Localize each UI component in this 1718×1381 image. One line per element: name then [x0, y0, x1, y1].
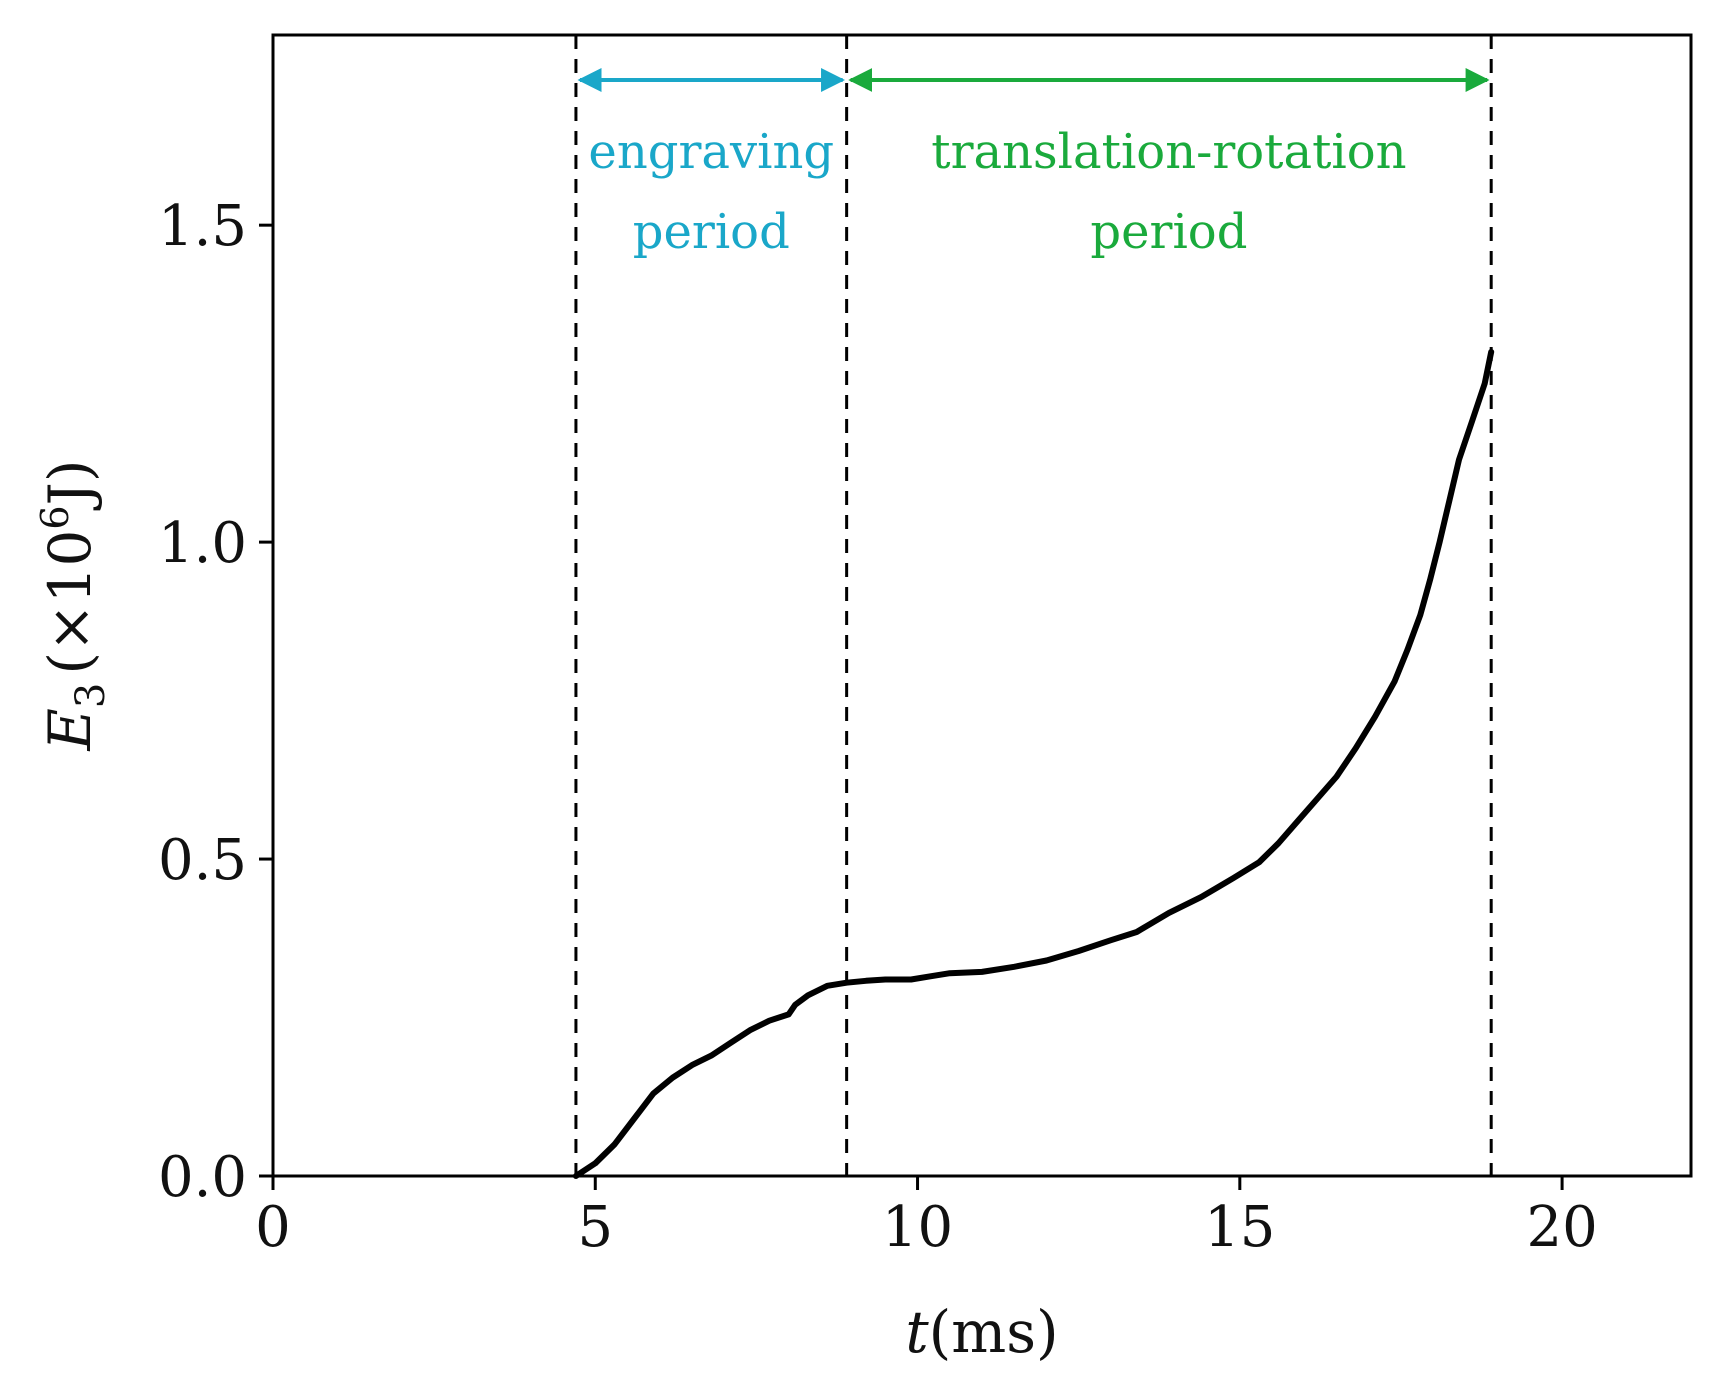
plot-frame [271, 33, 1693, 1178]
x-axis-ticks: 0 5 10 15 20 [255, 1176, 1598, 1260]
y-axis-label-sub: 3 [68, 683, 114, 708]
x-tick-label: 10 [882, 1195, 953, 1260]
period-annotations: engraving period translation-rotation perio… [577, 68, 1490, 260]
y-axis-label-unit-post: J) [36, 460, 104, 511]
series-line-E3 [572, 348, 1495, 1179]
y-axis-label-unit-exp: 6 [33, 505, 77, 529]
y-tick-label: 1.0 [158, 511, 247, 576]
data-series [572, 348, 1495, 1179]
period-label-line1: translation-rotation [931, 124, 1406, 180]
x-tick-label: 0 [255, 1195, 291, 1260]
x-axis-label-var: t [905, 1298, 929, 1366]
y-axis-label-unit-pre: (×10 [36, 530, 104, 675]
period-label-line1: engraving [588, 124, 834, 180]
x-tick-label: 15 [1204, 1195, 1275, 1260]
y-tick-label: 1.5 [158, 194, 247, 259]
period-label-line2: period [1090, 204, 1247, 260]
x-axis-label: t(ms) [905, 1298, 1058, 1366]
y-axis-label: E3 (×106J) [33, 460, 114, 752]
x-tick-label: 5 [577, 1195, 613, 1260]
period-label-line2: period [633, 204, 790, 260]
y-tick-label: 0.0 [158, 1145, 247, 1210]
x-axis-label-unit: (ms) [929, 1298, 1059, 1366]
y-axis-label-var: E [36, 708, 104, 751]
y-tick-label: 0.5 [158, 828, 247, 893]
y-axis-ticks: 0.0 0.5 1.0 1.5 [158, 194, 273, 1210]
x-tick-label: 20 [1526, 1195, 1597, 1260]
